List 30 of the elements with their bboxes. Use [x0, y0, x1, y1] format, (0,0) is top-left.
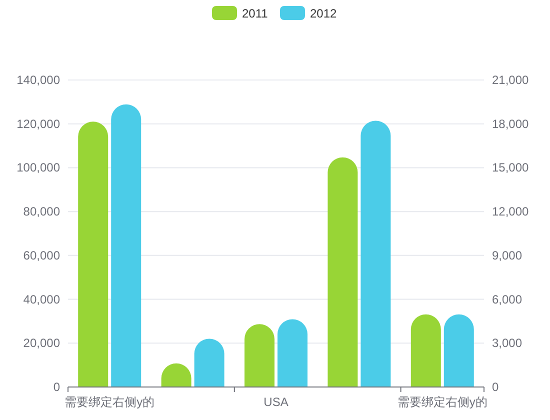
y2-tick-label: 6,000 — [492, 292, 522, 306]
bar — [328, 157, 358, 387]
y-tick-label: 20,000 — [23, 336, 60, 350]
y2-tick-label: 15,000 — [492, 160, 530, 175]
y-tick-label: 120,000 — [16, 116, 60, 131]
y-tick-label: 40,000 — [23, 292, 60, 306]
y-tick-label: 60,000 — [23, 248, 60, 262]
bar — [111, 104, 142, 387]
bar — [244, 324, 274, 387]
y-tick-label: 80,000 — [23, 204, 60, 219]
y2-tick-label: 3,000 — [492, 336, 522, 350]
y2-tick-label: 9,000 — [492, 248, 522, 262]
y2-tick-label: 18,000 — [492, 116, 530, 131]
bar — [278, 319, 308, 387]
bar — [410, 314, 441, 387]
bar — [78, 122, 108, 387]
y2-tick-label: 21,000 — [492, 73, 530, 87]
y-tick-label: 0 — [53, 380, 60, 394]
y2-tick-label: 0 — [492, 380, 499, 394]
y-tick-label: 100,000 — [16, 160, 60, 175]
legend-label: 2011 — [242, 6, 268, 20]
bar — [194, 338, 224, 387]
x-tick-label: 需要绑定右侧y的 — [64, 395, 155, 409]
bar — [360, 120, 391, 387]
bar — [444, 314, 474, 387]
y-tick-label: 140,000 — [16, 73, 60, 87]
y2-tick-label: 12,000 — [492, 204, 530, 219]
x-tick-label: USA — [264, 395, 288, 409]
x-tick-label: 需要绑定右侧y的 — [397, 395, 488, 409]
legend-label: 2012 — [310, 6, 338, 20]
